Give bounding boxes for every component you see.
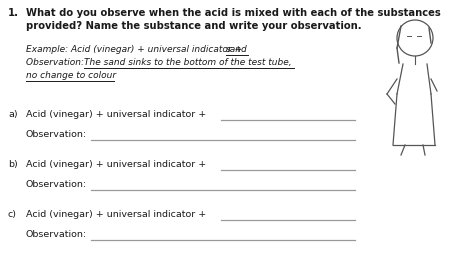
Text: provided? Name the substance and write your observation.: provided? Name the substance and write y…	[26, 21, 362, 31]
Text: 1.: 1.	[8, 8, 19, 18]
Text: sand: sand	[226, 45, 248, 54]
Text: Observation:: Observation:	[26, 180, 87, 189]
Text: Acid (vinegar) + universal indicator +: Acid (vinegar) + universal indicator +	[26, 210, 209, 219]
Text: a): a)	[8, 110, 18, 119]
Text: Observation:: Observation:	[26, 130, 87, 139]
Text: What do you observe when the acid is mixed with each of the substances: What do you observe when the acid is mix…	[26, 8, 441, 18]
Text: no change to colour: no change to colour	[26, 71, 116, 80]
Text: Example: Acid (vinegar) + universal indicator +: Example: Acid (vinegar) + universal indi…	[26, 45, 245, 54]
Text: Acid (vinegar) + universal indicator +: Acid (vinegar) + universal indicator +	[26, 110, 209, 119]
Text: b): b)	[8, 160, 18, 169]
Text: The sand sinks to the bottom of the test tube,: The sand sinks to the bottom of the test…	[84, 58, 292, 67]
Text: c): c)	[8, 210, 17, 219]
Text: Acid (vinegar) + universal indicator +: Acid (vinegar) + universal indicator +	[26, 160, 209, 169]
Text: Observation:: Observation:	[26, 58, 87, 67]
Text: Observation:: Observation:	[26, 230, 87, 239]
